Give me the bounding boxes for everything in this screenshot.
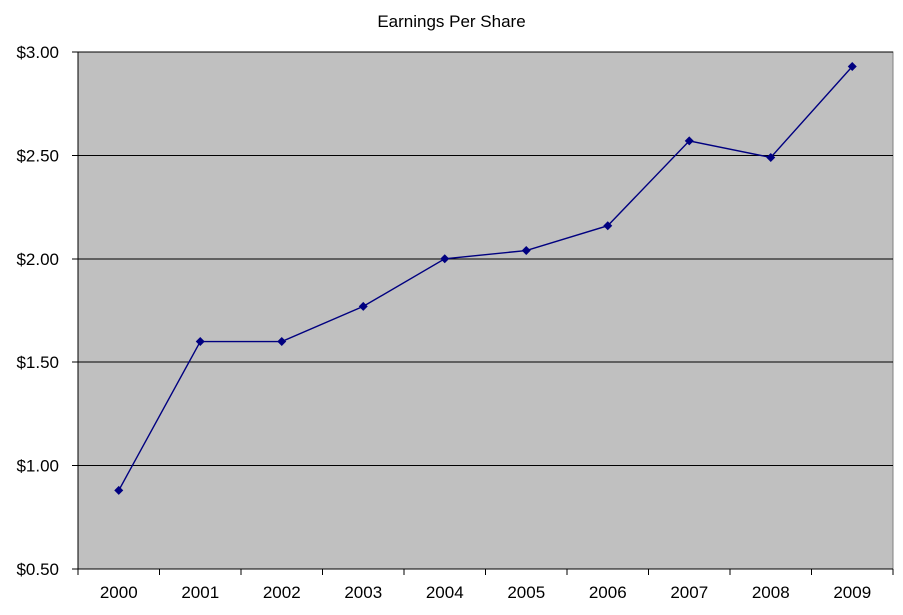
- y-tick-label: $3.00: [16, 43, 59, 62]
- data-point-marker-2007: [684, 136, 694, 146]
- data-point-marker-2008: [766, 152, 776, 162]
- y-tick-label: $2.00: [16, 250, 59, 269]
- data-point-marker-2006: [603, 221, 613, 231]
- data-point-marker-2001: [195, 337, 205, 347]
- data-point-marker-2009: [847, 61, 857, 71]
- x-tick-label: 2003: [344, 583, 382, 602]
- x-tick-label: 2006: [589, 583, 627, 602]
- x-tick-label: 2008: [752, 583, 790, 602]
- data-point-marker-2005: [521, 246, 531, 256]
- x-tick-label: 2007: [670, 583, 708, 602]
- y-tick-label: $1.00: [16, 457, 59, 476]
- x-tick-label: 2005: [507, 583, 545, 602]
- x-tick-label: 2002: [263, 583, 301, 602]
- y-tick-label: $2.50: [16, 146, 59, 165]
- data-point-marker-2000: [114, 485, 124, 495]
- data-point-marker-2002: [277, 337, 287, 347]
- x-tick-label: 2009: [833, 583, 871, 602]
- plot-area-background: [77, 51, 894, 570]
- eps-series-line: [118, 66, 853, 491]
- data-point-marker-2003: [358, 301, 368, 311]
- y-tick-label: $1.50: [16, 353, 59, 372]
- y-tick-label: $0.50: [16, 560, 59, 579]
- data-point-marker-2004: [440, 254, 450, 264]
- x-tick-label: 2004: [426, 583, 464, 602]
- x-tick-label: 2000: [100, 583, 138, 602]
- x-tick-label: 2001: [181, 583, 219, 602]
- chart-title: Earnings Per Share: [377, 12, 526, 31]
